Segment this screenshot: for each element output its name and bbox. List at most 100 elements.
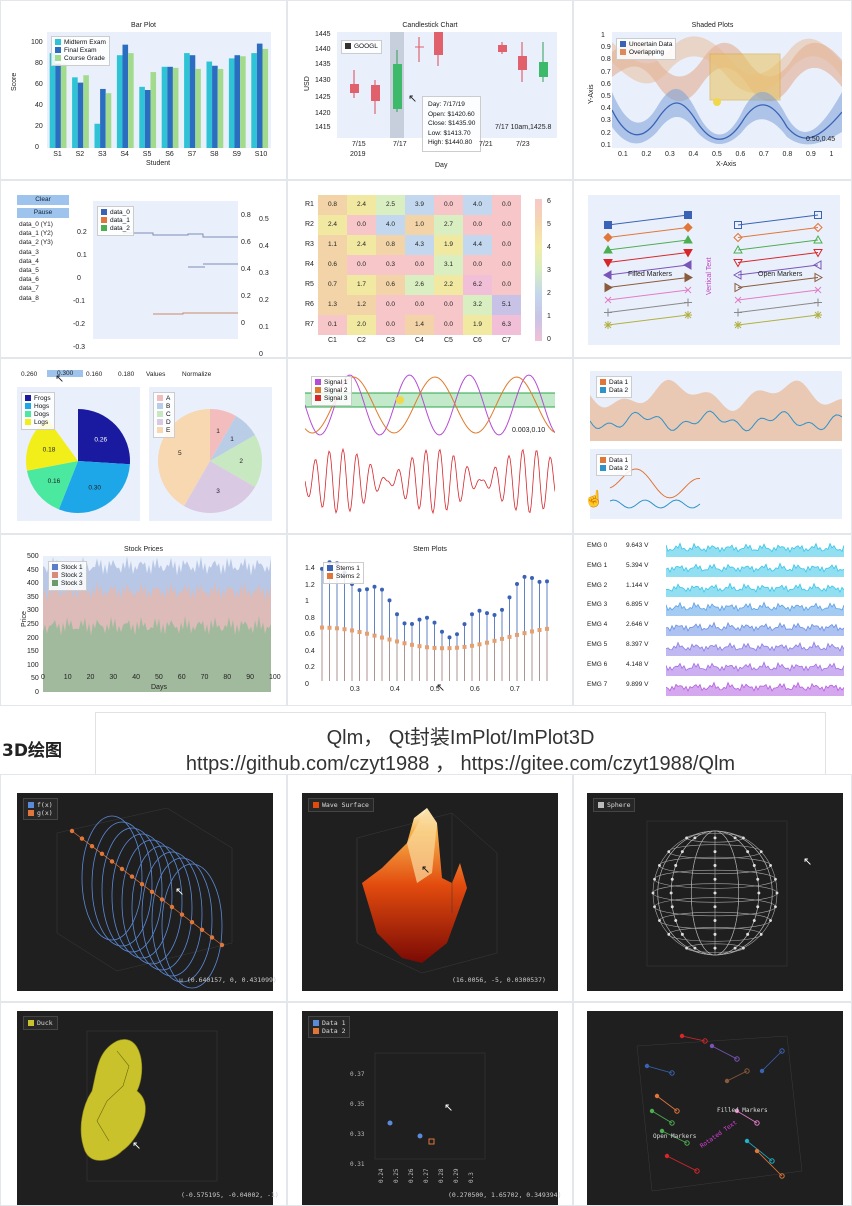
filled-top-legend: Data 1 Data 2 [596,376,633,398]
3d-duck-svg [80,1030,218,1182]
realtime-y-right2-tick: 0.1 [259,324,269,331]
open-markers-3d-label: Open Markers [653,1133,697,1140]
3d-duck-canvas[interactable]: Duck (-0.575195, -0.04002, -1) ↖ [17,1011,279,1205]
shaded-x-tick: 0.8 [782,151,793,158]
legend-label: Stock 3 [61,580,83,587]
stems-y-tick: 1 [305,598,309,605]
legend-label: Frogs [34,395,51,402]
stems-y-tick: 0 [305,680,309,688]
heatmap-cell: 2.2 [434,275,463,295]
scatter-y-tick: 0.31 [350,1161,365,1168]
3d-scatter-canvas[interactable]: Data 1 Data 2 (0.270500, 1.65702, 0.3493… [302,1011,562,1205]
pie2-svg: 1 1 2 3 5 [158,409,262,513]
3d-duck-card: Duck (-0.575195, -0.04002, -1) ↖ [0,1002,287,1206]
shaded-x-tick: 0.4 [688,151,699,158]
bar-plot-card: Bar Plot Midterm Exam Final Exam Course … [0,0,287,180]
bar-S7-1 [189,55,196,149]
stock-title: Stock Prices [124,546,163,553]
realtime-y-left-tick: -0.1 [73,298,86,305]
3d-markers-canvas[interactable]: Open Markers Filled Markers Rotated Text [587,1011,843,1205]
heatmap-row-label: R4 [305,261,314,268]
heatmap-row-label: R3 [305,241,314,248]
emg-row: EMG 4 2.646 V [584,617,846,637]
candlestick-area[interactable]: GOOGL ↖ Day: 7/17/19 Open: $1420.60 Clos… [337,32,557,152]
colorbar-tick: 5 [547,221,551,228]
scatter-x-tick: 0.29 [453,1168,460,1183]
series-list-item: data_4 [19,257,39,265]
candle-year: 2019 [350,151,366,158]
pie-value-input[interactable]: 0.160 [86,371,103,378]
realtime-y-right1-tick: 0 [241,320,245,327]
heatmap-cell: 3.9 [405,195,434,215]
3d-scatter-legend: Data 1 Data 2 [308,1016,351,1038]
heatmap-cell: 0.0 [376,295,405,315]
heatmap-cell: 0.3 [376,255,405,275]
heatmap-cell: 1.1 [318,235,347,255]
shaded-y-label: Y-Axis [588,84,595,104]
filled-top-area[interactable]: Data 1 Data 2 [589,371,843,441]
pie1-legend: Frogs Hogs Dogs Logs [21,392,55,430]
pause-button[interactable]: Pause [17,208,69,218]
3d-surface-canvas[interactable]: Wave Surface (16.0056, -5, 0.0300537) ↖ [302,793,558,991]
candlestick-tooltip: Day: 7/17/19 Open: $1420.60 Close: $1435… [422,96,482,152]
pie-slice [210,409,236,461]
pie1-area[interactable]: 0.26 0.30 0.16 0.18 Frogs Hogs Dogs Logs [17,387,140,521]
stems-y-tick: 1.2 [305,581,315,589]
realtime-y-right2-tick: 0.4 [259,243,269,250]
heatmap-cell: 1.2 [347,295,376,315]
realtime-y-right1-tick: 0.8 [241,212,251,219]
clear-button[interactable]: Clear [17,195,69,205]
realtime-svg [123,232,238,315]
heatmap-cell: 5.1 [492,295,521,315]
scatter-x-tick: 0.3 [468,1172,475,1183]
3d-surface-legend: Wave Surface [308,798,374,812]
stems-y-tick: 0.8 [305,614,315,622]
pie-value-input[interactable]: 0.180 [118,371,135,378]
shaded-x-tick: 0.5 [712,151,722,158]
colorbar-tick: 0 [547,336,551,343]
3d-sphere-canvas[interactable]: Sphere ↖ [587,793,843,991]
realtime-y-left-tick: 0.1 [77,252,87,259]
bar-y-tick: 40 [35,101,43,109]
stock-y-tick: 400 [27,580,39,588]
pie2-area[interactable]: 1 1 2 3 5 A B C D E [149,387,272,521]
candle-ytick: 1440 [315,46,331,53]
stems-x-tick: 0.5 [430,686,440,693]
shaded-x-tick: 0.9 [806,151,816,158]
pie-value-slider[interactable]: 0.300 [47,370,84,377]
emg-row: EMG 6 4.148 V [584,657,846,677]
signals-top-area[interactable]: Signal 1 Signal 2 Signal 3 0.003,0.10 [304,371,556,439]
stems-area[interactable]: Stems 1 Stems 2 [318,556,556,682]
bar-y-tick: 60 [35,80,43,88]
pie-value-input[interactable]: 0.260 [21,371,38,378]
bar-plot-area[interactable]: Midterm Exam Final Exam Course Grade [47,32,271,149]
emg-channel-value: 1.144 V [626,581,649,589]
legend-label: Signal 2 [324,387,348,394]
markers-area[interactable]: Filled Markers Open Markers Vertical Tex… [588,195,840,345]
tooltip-open: Open: $1420.60 [428,110,475,118]
series-list-item: data_7 [19,285,39,293]
hand-cursor-icon: ☝ [584,491,604,508]
stock-area[interactable]: Stock 1 Stock 2 Stock 3 [43,556,271,692]
realtime-plot-area[interactable]: data_0 data_1 data_2 [93,201,238,339]
shaded-title: Shaded Plots [691,22,734,29]
candle-xtick: 7/21 [479,141,493,148]
heatmap-col-label: C5 [444,337,453,344]
emg-row: EMG 0 9.643 V [584,538,846,558]
shaded-area[interactable]: Uncertain Data Overlapping 0.50,0.45 [611,32,843,148]
legend-label: Logs [34,419,49,426]
stems-title: Stem Plots [413,546,447,553]
bar-x-tick: S4 [120,151,129,158]
legend-label: data_1 [110,217,130,224]
3d-line-canvas[interactable]: f(x) g(x) u (0.640157, 0, 0.431099) ↖ [17,793,277,991]
heatmap-grid[interactable]: 0.8 2.4 2.5 3.9 0.0 4.0 0.0 2.4 0.0 4.0 1.0 2.7 0.0 0… [318,195,521,335]
stock-legend: Stock 1 Stock 2 Stock 3 [48,561,87,591]
filled-bottom-area[interactable]: Data 1 Data 2 [590,449,842,519]
3d-sphere-card: Sphere ↖ [573,774,852,1002]
signals-bottom-area[interactable] [304,445,556,519]
candlestick-x-label: Day [435,162,448,169]
heatmap-cell: 2.0 [347,315,376,335]
bar-S1-0 [49,53,56,148]
bar-y-tick: 20 [35,122,43,130]
normalize-checkbox[interactable]: Normalize [182,371,212,378]
